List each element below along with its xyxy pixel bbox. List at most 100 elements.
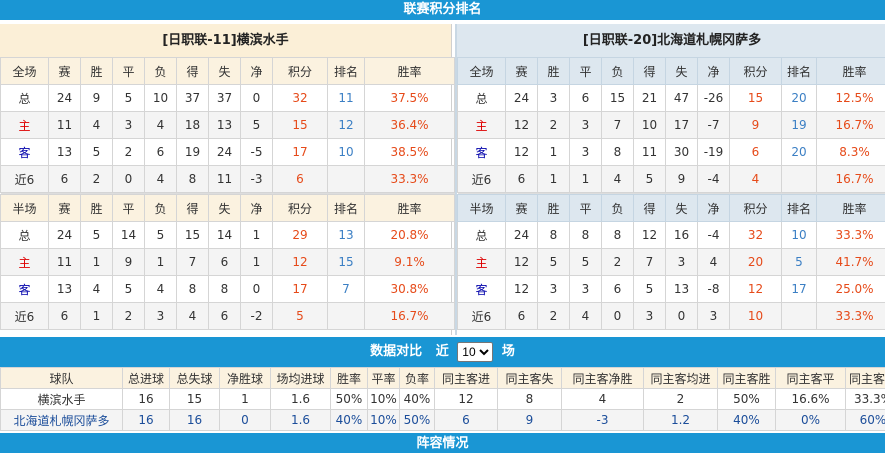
table-cell: 5 xyxy=(145,222,177,249)
column-header: 积分 xyxy=(273,58,328,85)
table-cell: 11 xyxy=(49,112,81,139)
table-cell: 9 xyxy=(666,166,698,193)
table-cell: 1 xyxy=(538,166,570,193)
table-cell xyxy=(782,166,817,193)
table-cell: 3 xyxy=(666,249,698,276)
table-cell: 8 xyxy=(177,276,209,303)
table-cell: 0% xyxy=(776,410,846,431)
column-header: 平 xyxy=(113,58,145,85)
table-cell: 2 xyxy=(113,303,145,330)
row-label: 主 xyxy=(1,112,49,139)
table-cell: 24 xyxy=(209,139,241,166)
table-cell: 3 xyxy=(570,139,602,166)
table-cell: 4 xyxy=(81,112,113,139)
table-cell: 7 xyxy=(328,276,365,303)
table-cell: 8.3% xyxy=(817,139,885,166)
compare-title: 数据对比 xyxy=(370,344,422,359)
table-cell: 4 xyxy=(81,276,113,303)
column-header: 胜 xyxy=(81,58,113,85)
table-cell: 9 xyxy=(113,249,145,276)
column-header: 胜率 xyxy=(365,58,455,85)
table-cell: 24 xyxy=(506,222,538,249)
column-header: 赛 xyxy=(506,58,538,85)
row-label: 近6 xyxy=(1,166,49,193)
table-cell: 1.2 xyxy=(644,410,718,431)
table-cell: 11 xyxy=(634,139,666,166)
table-cell: 6 xyxy=(730,139,782,166)
table-cell: 6 xyxy=(49,166,81,193)
table-cell: 6 xyxy=(435,410,498,431)
table-cell: 12 xyxy=(273,249,328,276)
table-cell: 15 xyxy=(177,222,209,249)
column-header: 负 xyxy=(602,195,634,222)
table-cell: 17 xyxy=(273,139,328,166)
table-cell: 12 xyxy=(506,249,538,276)
table-cell: -5 xyxy=(241,139,273,166)
column-header: 得 xyxy=(177,58,209,85)
row-label: 总 xyxy=(458,85,506,112)
table-cell xyxy=(328,166,365,193)
table-cell: 20 xyxy=(782,139,817,166)
column-header: 同主客净胜 xyxy=(562,368,644,389)
table-cell: 1 xyxy=(145,249,177,276)
table-cell: 16 xyxy=(666,222,698,249)
row-label: 主 xyxy=(458,112,506,139)
table-cell: 40% xyxy=(331,410,368,431)
table-cell: -4 xyxy=(698,166,730,193)
table-cell: 8 xyxy=(177,166,209,193)
table-cell xyxy=(328,303,365,330)
table-cell: 15 xyxy=(273,112,328,139)
table-cell: 5 xyxy=(634,166,666,193)
column-header: 胜率 xyxy=(817,58,885,85)
table-cell: 13 xyxy=(666,276,698,303)
table-cell: 16 xyxy=(123,389,170,410)
compare-table-wrap: 球队总进球总失球净胜球场均进球胜率平率负率同主客进同主客失同主客净胜同主客均进同… xyxy=(0,367,885,431)
column-header: 得 xyxy=(177,195,209,222)
column-header: 全场 xyxy=(1,58,49,85)
table-cell: 3 xyxy=(113,112,145,139)
match-count-select[interactable]: 10 xyxy=(457,342,493,362)
table-cell: 5 xyxy=(113,276,145,303)
table-cell: 9 xyxy=(730,112,782,139)
column-header: 失 xyxy=(666,58,698,85)
table-cell: 4 xyxy=(562,389,644,410)
table-cell: -8 xyxy=(698,276,730,303)
column-header: 积分 xyxy=(730,58,782,85)
table-cell: 3 xyxy=(634,303,666,330)
table-cell: 9.1% xyxy=(365,249,455,276)
table-cell: 3 xyxy=(538,276,570,303)
table-cell: 20 xyxy=(730,249,782,276)
column-header: 积分 xyxy=(273,195,328,222)
table-cell: -3 xyxy=(562,410,644,431)
table-cell: 9 xyxy=(81,85,113,112)
column-header: 半场 xyxy=(458,195,506,222)
column-header: 胜 xyxy=(81,195,113,222)
table-cell: 13 xyxy=(328,222,365,249)
row-label: 主 xyxy=(1,249,49,276)
table-cell: 32 xyxy=(730,222,782,249)
table-cell: 2 xyxy=(538,303,570,330)
table-cell: 11 xyxy=(49,249,81,276)
table-cell: 19 xyxy=(177,139,209,166)
table-cell: 10 xyxy=(730,303,782,330)
table-cell: 6 xyxy=(506,166,538,193)
table-cell: 24 xyxy=(49,222,81,249)
table-cell: 8 xyxy=(602,222,634,249)
table-cell: 7 xyxy=(634,249,666,276)
table-cell: 33.3% xyxy=(846,389,885,410)
table-cell: 1 xyxy=(241,222,273,249)
table-cell: 12 xyxy=(506,276,538,303)
table-cell: 7 xyxy=(602,112,634,139)
table-cell: 15 xyxy=(730,85,782,112)
team-name: 横滨水手 xyxy=(1,389,123,410)
table-cell: 18 xyxy=(177,112,209,139)
row-label: 客 xyxy=(1,139,49,166)
table-cell: 4 xyxy=(177,303,209,330)
